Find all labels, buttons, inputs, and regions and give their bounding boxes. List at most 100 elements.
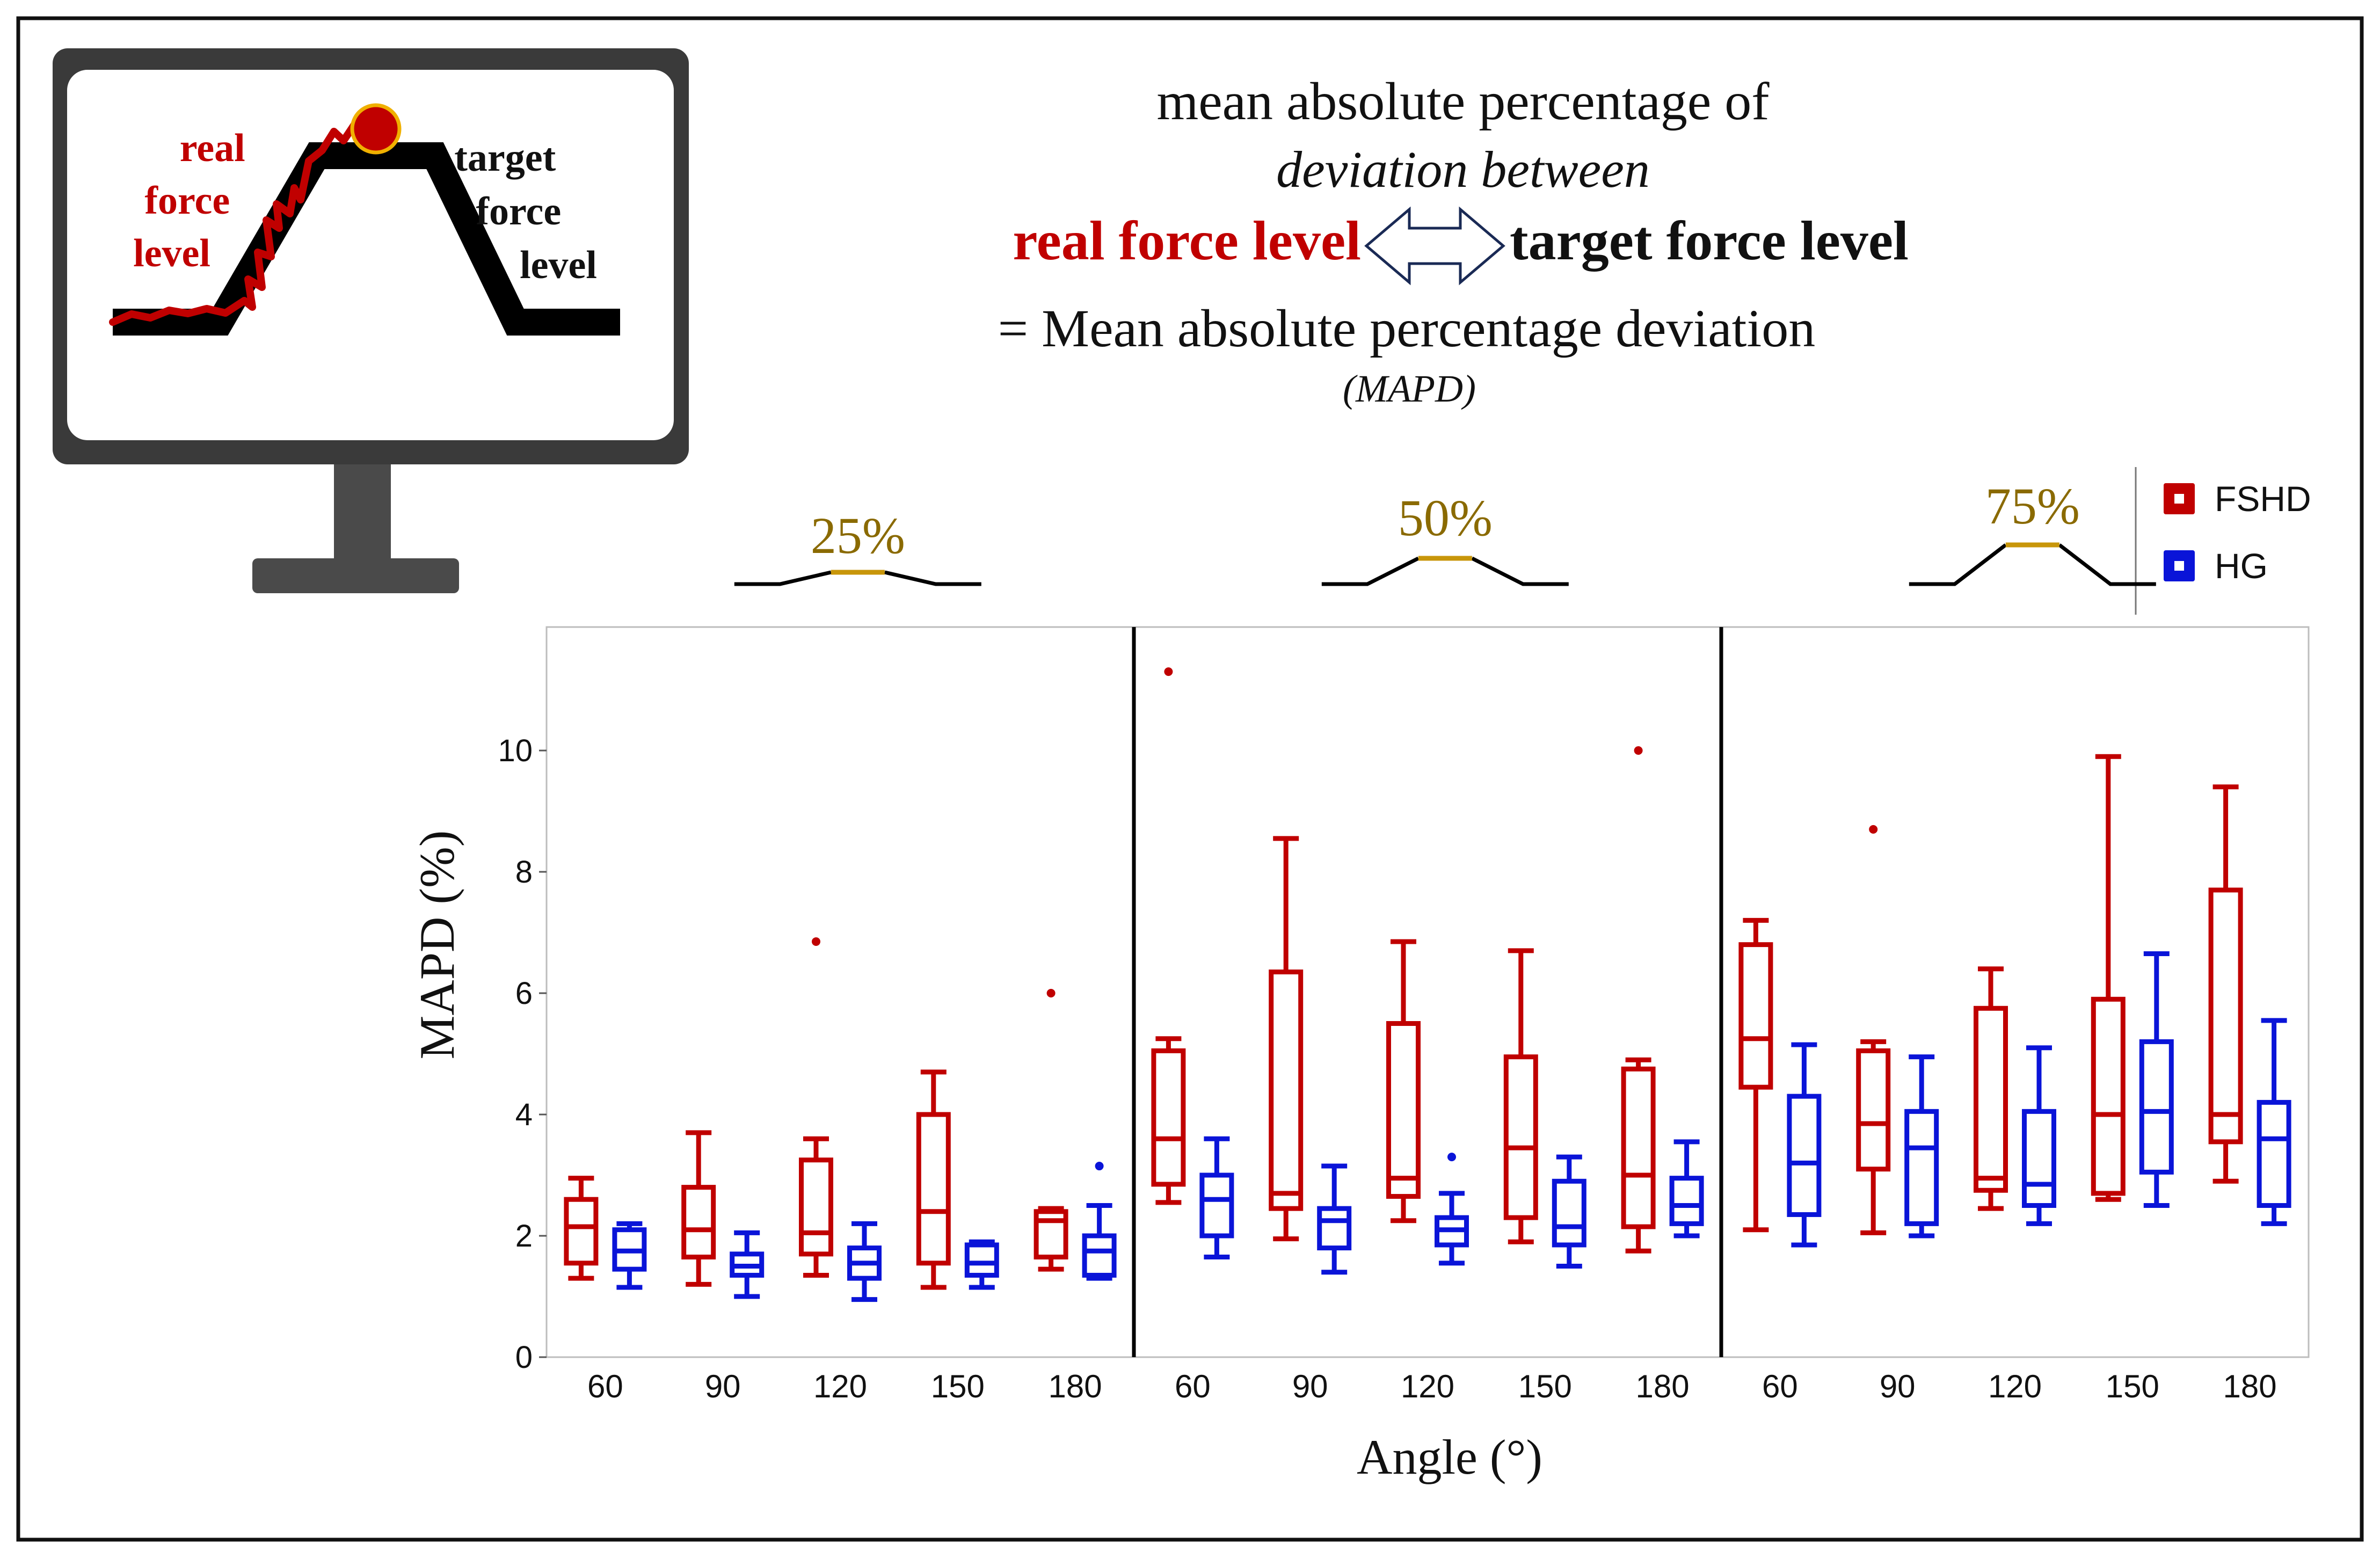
outlier-point <box>1095 1162 1104 1171</box>
box-iqr <box>564 1197 599 1266</box>
box-hg <box>2139 951 2174 1208</box>
box-hg <box>730 1230 765 1299</box>
box-fshd <box>1503 948 1538 1244</box>
x-tick-label: 180 <box>2223 1368 2277 1404</box>
header-line5: (MAPD) <box>1343 367 1476 410</box>
box-hg <box>1669 1139 1704 1239</box>
outlier-point <box>1164 667 1173 676</box>
box-hg <box>964 1239 999 1290</box>
legend-label-fshd: FSHD <box>2215 479 2311 519</box>
x-tick-label: 90 <box>1292 1368 1328 1404</box>
header-line2: deviation between <box>1276 141 1650 198</box>
box-iqr <box>2139 1039 2174 1175</box>
panel-label: 50% <box>1398 489 1493 547</box>
outlier-point <box>1634 746 1643 755</box>
box-iqr <box>916 1112 951 1266</box>
monitor-illustration: real force level target force level <box>53 48 689 593</box>
panel-label: 75% <box>1985 477 2080 535</box>
monitor-target-label-2: force <box>476 190 561 234</box>
box-fshd <box>1621 746 1656 1254</box>
box-iqr <box>1787 1094 1822 1217</box>
x-tick-label: 90 <box>705 1368 741 1404</box>
box-iqr <box>1386 1021 1421 1199</box>
box-hg <box>612 1221 647 1290</box>
force-level-icon <box>1909 543 2156 586</box>
y-tick-label: 2 <box>515 1219 533 1254</box>
header-target-label: target force level <box>1510 210 1909 272</box>
y-tick-label: 10 <box>498 733 533 768</box>
box-fshd <box>681 1130 716 1287</box>
outlier-point <box>1869 825 1878 834</box>
box-iqr <box>1738 942 1773 1090</box>
box-iqr <box>2022 1109 2056 1208</box>
box-fshd <box>1151 667 1186 1205</box>
box-fshd <box>799 937 833 1278</box>
y-axis-title: MAPD (%) <box>410 831 464 1060</box>
legend-swatch-hole <box>2174 494 2184 504</box>
box-hg <box>2022 1045 2056 1226</box>
outlier-point <box>1046 989 1056 997</box>
x-tick-label: 120 <box>813 1368 867 1404</box>
box-iqr <box>2208 887 2243 1145</box>
monitor-screen <box>67 70 674 440</box>
header-line1: mean absolute percentage of <box>1156 71 1770 131</box>
box-iqr <box>1199 1172 1234 1239</box>
x-tick-label: 180 <box>1636 1368 1690 1404</box>
svg-text:real force level: real force level <box>133 126 255 275</box>
box-fshd <box>2091 754 2126 1202</box>
legend-label-hg: HG <box>2215 546 2268 586</box>
box-fshd <box>1269 836 1304 1242</box>
box-iqr <box>1621 1066 1656 1229</box>
box-hg <box>847 1221 882 1302</box>
box-fshd <box>1974 966 2008 1211</box>
x-tick-label: 60 <box>1762 1368 1798 1404</box>
x-tick-label: 60 <box>587 1368 623 1404</box>
monitor-real-label-1: real <box>180 126 245 170</box>
plot-area <box>545 626 2310 1358</box>
box-iqr <box>1552 1178 1586 1248</box>
header-line4: = Mean absolute percentage deviation <box>998 298 1815 358</box>
panel-label: 25% <box>811 507 905 564</box>
box-fshd <box>2208 784 2243 1184</box>
monitor-stand <box>252 558 459 593</box>
monitor-real-label-2: force <box>144 179 230 223</box>
box-fshd <box>1738 917 1773 1233</box>
box-iqr <box>1151 1048 1186 1187</box>
header: mean absolute percentage of deviation be… <box>998 71 1909 410</box>
monitor-neck <box>334 464 391 564</box>
box-fshd <box>916 1069 951 1290</box>
target-force-curve <box>113 142 620 336</box>
x-axis-title: Angle (°) <box>1357 1430 1542 1484</box>
force-indicator-dot <box>350 103 402 155</box>
box-hg <box>1199 1136 1234 1260</box>
box-iqr <box>2257 1099 2291 1208</box>
box-hg <box>1552 1154 1586 1269</box>
outlier-point <box>812 937 820 946</box>
y-tick-label: 0 <box>515 1340 533 1375</box>
force-level-icon <box>1321 556 1569 586</box>
y-tick-label: 6 <box>515 976 533 1011</box>
monitor-target-label-1: target <box>454 136 556 180</box>
x-tick-label: 150 <box>1518 1368 1572 1404</box>
box-iqr <box>1669 1176 1704 1226</box>
box-fshd <box>564 1176 599 1281</box>
box-iqr <box>799 1157 833 1257</box>
box-hg <box>1904 1054 1939 1239</box>
x-tick-label: 60 <box>1175 1368 1211 1404</box>
x-tick-label: 150 <box>2106 1368 2159 1404</box>
box-fshd <box>1856 825 1891 1235</box>
box-iqr <box>1269 969 1304 1211</box>
outlier-point <box>1447 1153 1456 1162</box>
box-iqr <box>1503 1054 1538 1220</box>
box-hg <box>1082 1162 1117 1281</box>
x-tick-label: 90 <box>1880 1368 1916 1404</box>
box-iqr <box>1082 1233 1117 1278</box>
legend: FSHD HG <box>2135 467 2311 615</box>
box-iqr <box>1033 1209 1068 1260</box>
box-hg <box>1435 1153 1469 1266</box>
x-tick-label: 120 <box>1988 1368 2042 1404</box>
box-hg <box>1317 1163 1352 1275</box>
double-arrow-icon <box>1364 206 1505 286</box>
box-fshd <box>1386 939 1421 1223</box>
